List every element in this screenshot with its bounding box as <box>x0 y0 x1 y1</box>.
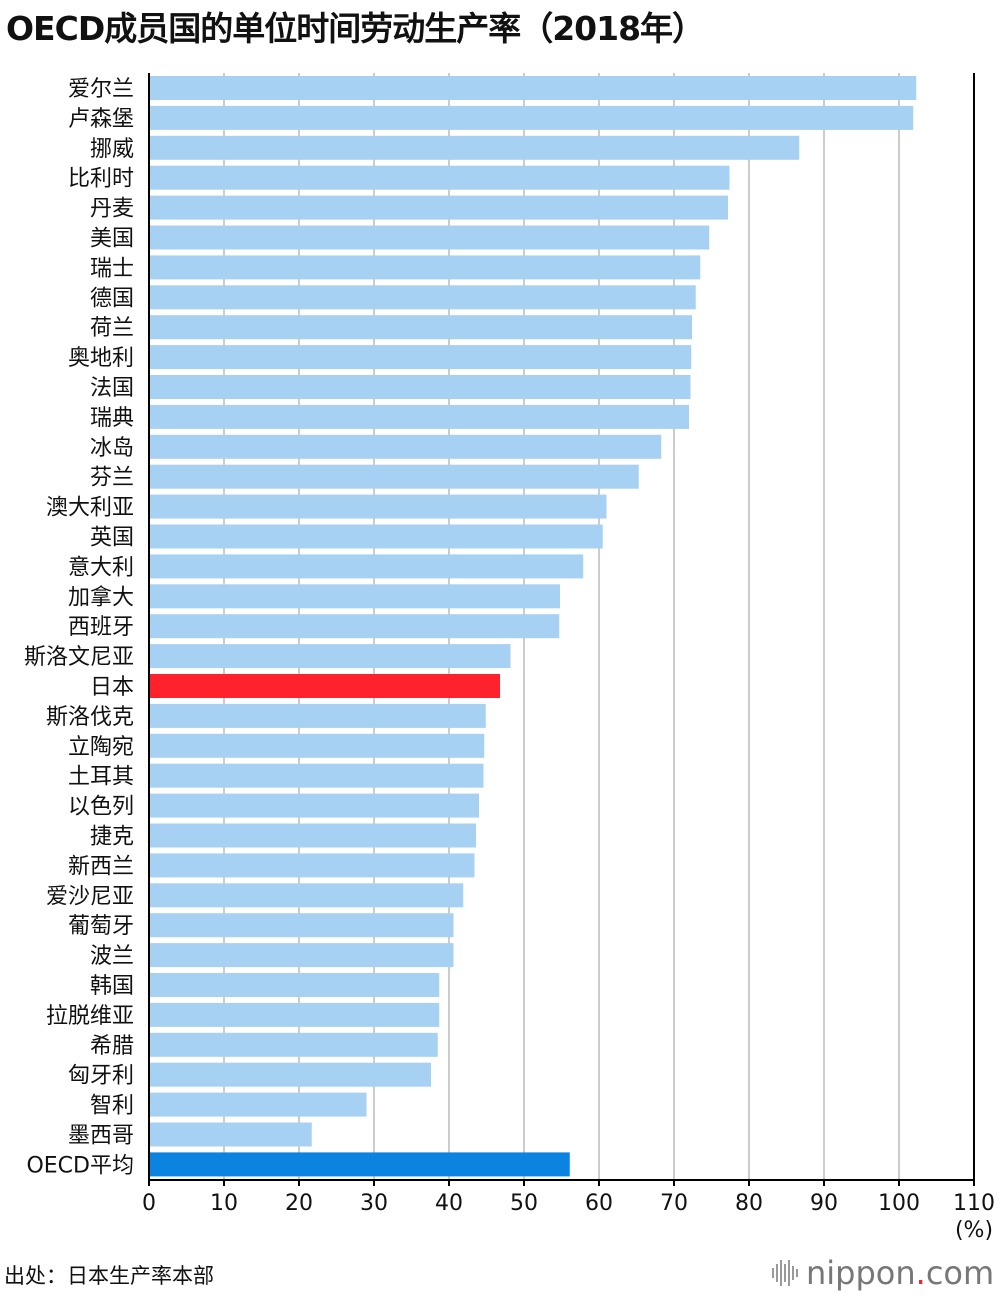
bar <box>149 614 560 639</box>
category-label: 冰岛 <box>90 436 134 461</box>
bar-chart: 爱尔兰卢森堡挪威比利时丹麦美国瑞士德国荷兰奥地利法国瑞典冰岛芬兰澳大利亚英国意大… <box>24 73 995 1243</box>
bar <box>149 973 440 997</box>
x-tick-label: 0 <box>142 1191 156 1216</box>
category-label: 美国 <box>90 227 134 252</box>
bar <box>149 584 560 609</box>
category-label: 挪威 <box>90 137 134 162</box>
bar <box>149 464 639 489</box>
x-tick-label: 70 <box>660 1191 688 1216</box>
bar <box>149 1002 440 1027</box>
bar <box>149 943 454 968</box>
category-label: 比利时 <box>68 167 134 192</box>
logo-dot: . <box>915 1254 926 1292</box>
category-label: 斯洛伐克 <box>46 705 134 730</box>
category-label: 西班牙 <box>68 615 134 640</box>
chart-title: OECD成员国的单位时间劳动生产率（2018年） <box>6 9 705 48</box>
category-label: 奥地利 <box>68 346 134 371</box>
x-tick-label: 110 <box>953 1191 995 1216</box>
bar <box>149 1152 570 1177</box>
bar <box>149 285 696 310</box>
x-tick-label: 100 <box>878 1191 920 1216</box>
bar <box>149 674 500 698</box>
category-label: 爱沙尼亚 <box>46 884 134 909</box>
category-label: 捷克 <box>90 825 134 850</box>
bar <box>149 853 475 878</box>
bar <box>149 883 464 908</box>
bar <box>149 793 479 818</box>
source-note: 出处：日本生产率本部 <box>4 1264 214 1288</box>
bar <box>149 195 728 220</box>
category-label: 斯洛文尼亚 <box>24 645 134 670</box>
category-label: 加拿大 <box>68 584 134 610</box>
category-label: 荷兰 <box>90 316 134 341</box>
bar <box>149 434 662 459</box>
bar <box>149 644 511 669</box>
logo-name: nippon <box>806 1254 916 1292</box>
bar <box>149 1092 367 1117</box>
bar <box>149 703 486 728</box>
category-label: 意大利 <box>68 555 134 580</box>
category-label: OECD平均 <box>26 1153 134 1178</box>
x-tick-label: 10 <box>210 1191 238 1216</box>
bar <box>149 733 485 758</box>
bar <box>149 494 607 519</box>
category-label: 日本 <box>90 675 134 700</box>
category-label: 英国 <box>90 526 134 551</box>
category-label: 丹麦 <box>90 197 134 222</box>
category-label: 新西兰 <box>68 854 134 879</box>
category-label: 德国 <box>90 286 134 311</box>
category-label: 瑞典 <box>90 406 134 431</box>
category-label: 墨西哥 <box>68 1124 134 1149</box>
category-label: 匈牙利 <box>68 1064 134 1089</box>
bar <box>149 1032 438 1057</box>
x-tick-label: 40 <box>435 1191 463 1216</box>
x-tick-label: 30 <box>360 1191 388 1216</box>
x-tick-label: 60 <box>585 1191 613 1216</box>
category-label: 希腊 <box>90 1034 134 1059</box>
bar <box>149 524 603 549</box>
bar <box>149 135 800 160</box>
unit-label: (%) <box>955 1218 993 1243</box>
category-label: 芬兰 <box>90 466 134 491</box>
bar <box>149 554 584 579</box>
category-label: 葡萄牙 <box>68 914 134 939</box>
category-label: 波兰 <box>90 944 134 969</box>
category-label: 立陶宛 <box>68 735 134 760</box>
bar <box>149 315 692 340</box>
category-label: 以色列 <box>68 795 134 820</box>
bar <box>149 105 914 130</box>
bar <box>149 763 484 788</box>
bar <box>149 1062 431 1087</box>
x-tick-label: 90 <box>810 1191 838 1216</box>
bar <box>149 404 689 429</box>
category-label: 法国 <box>90 376 134 401</box>
bar <box>149 345 692 370</box>
logo-suffix: com <box>925 1254 995 1292</box>
x-tick-label: 80 <box>735 1191 763 1216</box>
bar <box>149 255 701 280</box>
category-label: 瑞士 <box>90 256 134 281</box>
bar <box>149 76 917 100</box>
category-label: 韩国 <box>90 974 134 999</box>
logo-mark-icon <box>772 1260 798 1286</box>
bar <box>149 375 691 399</box>
category-label: 卢森堡 <box>68 107 134 132</box>
category-label: 爱尔兰 <box>68 77 134 102</box>
x-tick-label: 50 <box>510 1191 538 1216</box>
x-tick-label: 20 <box>285 1191 313 1216</box>
bar <box>149 165 730 190</box>
category-label: 澳大利亚 <box>46 496 134 521</box>
category-label: 智利 <box>90 1094 134 1119</box>
nippon-logo: nippon.com <box>772 1254 994 1292</box>
bar <box>149 1122 312 1147</box>
bar <box>149 225 710 250</box>
bar <box>149 823 476 848</box>
category-label: 土耳其 <box>68 765 134 790</box>
bar <box>149 913 454 938</box>
category-label: 拉脱维亚 <box>46 1004 134 1029</box>
